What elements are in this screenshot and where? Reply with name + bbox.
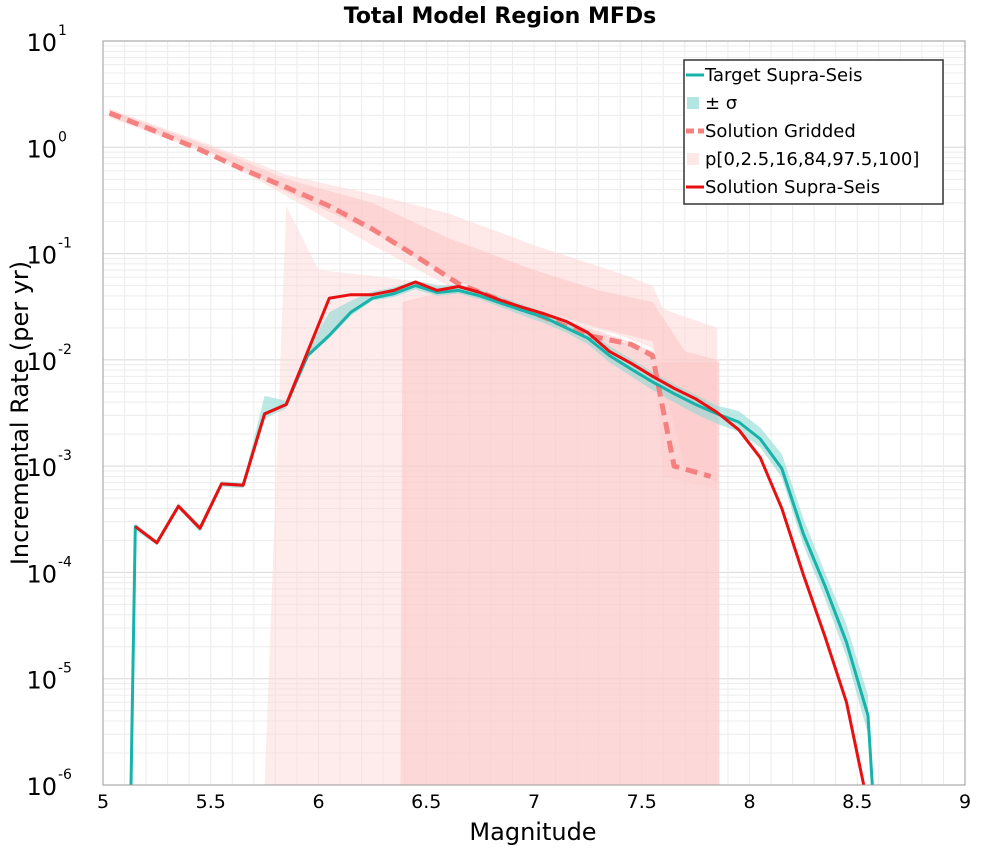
legend-label: Target Supra-Seis <box>704 65 862 86</box>
y-tick-label: 10 <box>26 135 57 163</box>
gridded-percentile-band-inner <box>109 109 718 483</box>
x-tick-label: 7 <box>528 791 540 813</box>
x-tick-label: 7.5 <box>627 791 657 813</box>
y-tick-exponent: -3 <box>58 448 72 464</box>
y-tick-label: 10 <box>26 348 57 376</box>
x-tick-label: 8 <box>743 791 755 813</box>
legend-swatch <box>687 153 699 165</box>
legend: Target Supra-Seis ± σ Solution Gridded p[0,… <box>683 59 944 205</box>
x-axis-label: Magnitude <box>469 818 596 846</box>
solution-gridded-line <box>108 110 712 479</box>
y-tick-exponent: -4 <box>58 554 72 570</box>
legend-label: p[0,2.5,16,84,97.5,100] <box>705 149 919 170</box>
y-tick-exponent: 1 <box>58 23 67 39</box>
y-tick-label: 10 <box>26 667 57 695</box>
x-tick-label: 6 <box>312 791 324 813</box>
y-tick-label: 10 <box>26 560 57 588</box>
y-tick-exponent: -6 <box>58 767 72 783</box>
legend-label: Solution Supra-Seis <box>705 177 880 198</box>
x-tick-label: 8.5 <box>842 791 872 813</box>
y-tick-exponent: -1 <box>58 236 72 252</box>
legend-swatch <box>687 97 699 109</box>
y-tick-exponent: -5 <box>58 661 72 677</box>
legend-box <box>683 59 944 205</box>
y-tick-exponent: 0 <box>58 129 67 145</box>
x-axis-ticks: 5 5.5 6 6.5 7 7.5 8 8.5 9 <box>97 791 971 813</box>
y-tick-label: 10 <box>26 29 57 57</box>
y-tick-label: 10 <box>26 773 57 801</box>
supra-percentile-band-inner <box>400 290 720 785</box>
y-tick-label: 10 <box>26 242 57 270</box>
y-tick-exponent: -2 <box>58 342 72 358</box>
x-tick-label: 9 <box>959 791 971 813</box>
y-axis-label: Incremental Rate (per yr) <box>6 261 34 565</box>
x-tick-label: 5.5 <box>196 791 226 813</box>
legend-label: ± σ <box>705 93 737 114</box>
solution-supra-seis-line <box>134 280 866 786</box>
y-tick-label: 10 <box>26 454 57 482</box>
x-tick-label: 6.5 <box>411 791 441 813</box>
chart-title: Total Model Region MFDs <box>344 4 657 29</box>
x-tick-label: 5 <box>97 791 109 813</box>
plot-area-frame <box>102 40 966 786</box>
lines-layer <box>108 110 874 786</box>
legend-label: Solution Gridded <box>705 121 856 142</box>
